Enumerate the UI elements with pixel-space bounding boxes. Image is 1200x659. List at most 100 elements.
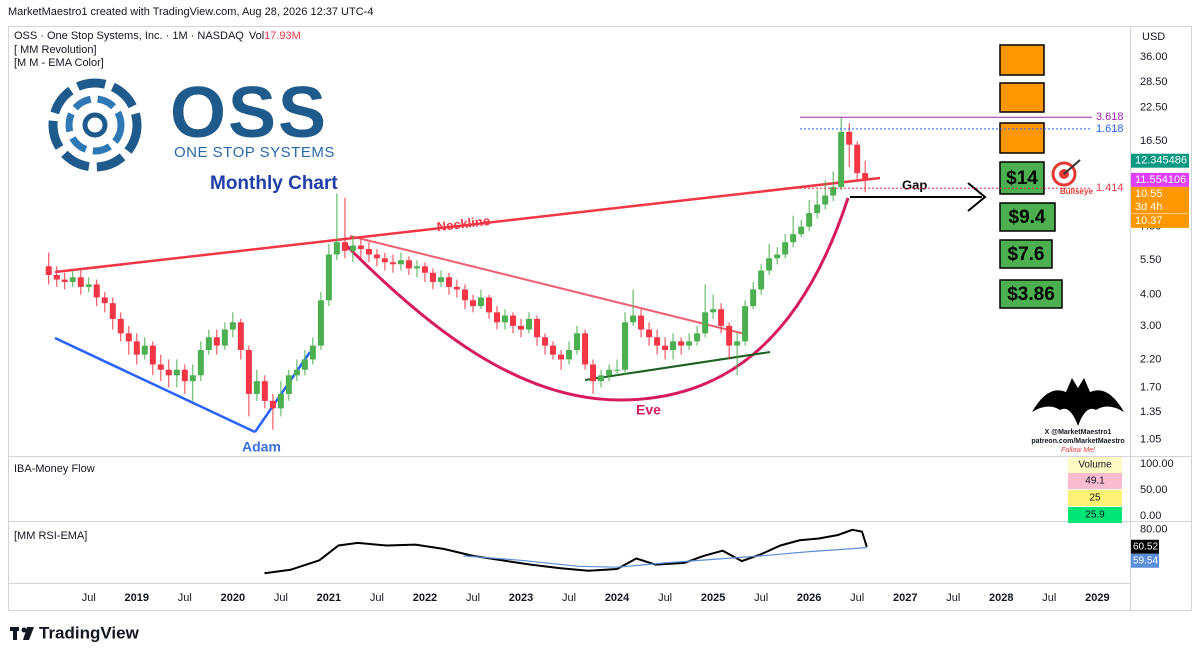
- brand-logo: [10, 627, 34, 640]
- candle-body: [822, 195, 829, 205]
- candle-body: [61, 279, 68, 282]
- x-tick-label: Jul: [466, 592, 480, 604]
- candle-body: [301, 359, 308, 370]
- candle-body: [141, 345, 148, 355]
- x-tick-label: 2027: [893, 592, 917, 604]
- x-tick-label: Jul: [658, 592, 672, 604]
- legend-value: 49.1: [1085, 476, 1105, 487]
- candle-body: [758, 270, 765, 290]
- candle-body: [790, 234, 797, 243]
- rsi-line: [264, 528, 868, 575]
- candle-body: [606, 369, 613, 376]
- x-tick-label: Jul: [274, 592, 288, 604]
- x-tick-label: 2020: [221, 592, 245, 604]
- candle-body: [381, 258, 388, 263]
- frame: [8, 26, 1192, 611]
- candle-body: [814, 204, 821, 214]
- candle-body: [357, 245, 364, 250]
- x-tick-label: Jul: [562, 592, 576, 604]
- candle-body: [437, 277, 444, 282]
- candle-body: [309, 345, 316, 360]
- emblem-ring: [65, 95, 125, 155]
- candle-body: [285, 375, 292, 394]
- candle-body: [854, 144, 861, 174]
- candle-body: [245, 350, 252, 394]
- candle-body: [117, 318, 124, 334]
- legend-value: 25: [1089, 493, 1101, 504]
- brand-mark: [23, 627, 34, 640]
- candle-body: [253, 381, 260, 394]
- candle-body: [157, 364, 164, 370]
- price-label-box: [1131, 213, 1189, 228]
- candle-body: [710, 309, 717, 313]
- fib-label: 1.618: [1096, 123, 1124, 135]
- candle-body: [510, 315, 517, 326]
- brand-mark: [21, 627, 27, 633]
- emblem-ring: [48, 78, 142, 172]
- downtrend-line: [349, 235, 746, 335]
- candle-body: [45, 266, 52, 275]
- period-label: Monthly Chart: [210, 173, 338, 194]
- candle-body: [518, 325, 525, 330]
- candle-body: [646, 329, 653, 338]
- x-tick-label: Jul: [946, 592, 960, 604]
- target-box: [999, 122, 1045, 154]
- fib-label: 3.618: [1096, 111, 1124, 123]
- candle-body: [549, 345, 556, 355]
- pane-title: [MM RSI-EMA]: [14, 530, 87, 542]
- candle-body: [614, 369, 621, 371]
- candle-body: [486, 297, 493, 313]
- value-label-box: [1131, 539, 1159, 554]
- candle-body: [742, 306, 749, 342]
- y-tick-label: 4.00: [1140, 289, 1161, 301]
- candle-body: [678, 341, 685, 346]
- drawings: [54, 176, 987, 434]
- gap-label: Gap: [902, 177, 927, 192]
- candle-body: [766, 258, 773, 271]
- candle-body: [413, 266, 420, 269]
- logo-emblem: [48, 78, 142, 172]
- neckline-label: Neckline: [436, 213, 491, 234]
- value-label-box: [1131, 553, 1159, 568]
- x-tick-label: 2022: [413, 592, 437, 604]
- credit: MarketMaestro1 created with TradingView.…: [8, 6, 373, 18]
- candle-body: [421, 266, 428, 273]
- candle-body: [69, 277, 76, 282]
- candle-body: [261, 381, 268, 401]
- price-label: 12.345486: [1135, 155, 1187, 167]
- x-tick-label: 2029: [1085, 592, 1109, 604]
- candle-body: [325, 254, 332, 301]
- candle-body: [221, 329, 228, 346]
- indicator-legend: [ MM Revolution]: [14, 44, 97, 56]
- candle-body: [750, 289, 757, 307]
- candle-body: [149, 345, 156, 365]
- candle-body: [93, 284, 100, 298]
- candle-body: [782, 242, 789, 255]
- currency: USD: [1142, 31, 1165, 43]
- target-boxes: [999, 44, 1063, 309]
- candle-body: [181, 369, 188, 382]
- target-box: [999, 44, 1045, 76]
- cup-curve: [343, 197, 850, 402]
- target-box: [999, 239, 1053, 269]
- candle-body: [734, 341, 741, 346]
- y-tick-label: 2.20: [1140, 353, 1161, 365]
- candle-body: [125, 333, 132, 342]
- logo-tagline: ONE STOP SYSTEMS: [174, 144, 335, 161]
- target-label: $3.86: [1007, 284, 1055, 305]
- y-tick-label: 28.50: [1140, 76, 1168, 88]
- target-label: $14: [1006, 168, 1038, 189]
- candle-body: [205, 337, 212, 351]
- watermark-line: X @MarketMaestro1: [1045, 429, 1112, 436]
- candle-body: [213, 337, 220, 346]
- candle-body: [525, 318, 532, 330]
- symbol-title: OSS · One Stop Systems, Inc. · 1M · NASD…: [14, 30, 244, 42]
- candle-body: [774, 254, 781, 259]
- candle-body: [558, 354, 565, 360]
- legend-title: Volume: [1078, 460, 1112, 471]
- candle-body: [501, 315, 508, 323]
- y-tick-label: 80.00: [1140, 524, 1168, 536]
- price-label-box: [1131, 172, 1189, 187]
- target-label: $9.4: [1009, 207, 1046, 228]
